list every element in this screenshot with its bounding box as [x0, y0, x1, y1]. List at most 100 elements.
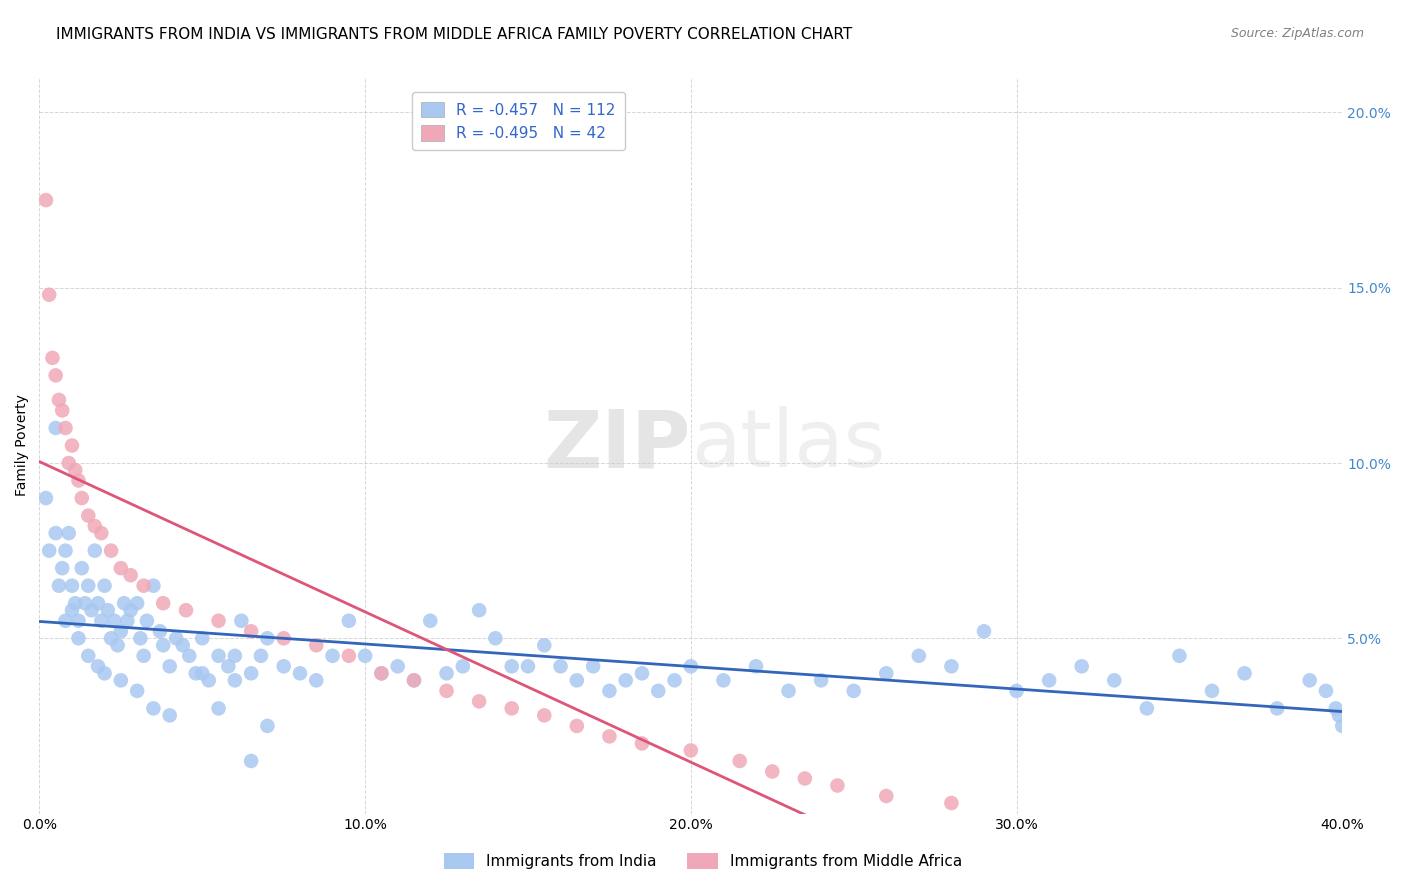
- Point: [793, 772, 815, 786]
- Point: [305, 638, 328, 652]
- Point: [1315, 684, 1337, 698]
- Point: [224, 673, 246, 688]
- Point: [38, 543, 60, 558]
- Point: [728, 754, 751, 768]
- Point: [58, 456, 80, 470]
- Point: [679, 743, 702, 757]
- Point: [152, 596, 174, 610]
- Point: [387, 659, 409, 673]
- Point: [337, 614, 360, 628]
- Point: [273, 659, 295, 673]
- Point: [679, 659, 702, 673]
- Point: [1324, 701, 1347, 715]
- Point: [77, 508, 100, 523]
- Point: [65, 596, 87, 610]
- Point: [713, 673, 735, 688]
- Point: [67, 632, 90, 646]
- Point: [598, 684, 620, 698]
- Point: [337, 648, 360, 663]
- Point: [908, 648, 931, 663]
- Point: [1201, 684, 1223, 698]
- Point: [45, 368, 67, 383]
- Point: [533, 708, 555, 723]
- Point: [941, 659, 963, 673]
- Point: [468, 603, 491, 617]
- Point: [973, 624, 995, 639]
- Point: [70, 491, 93, 505]
- Point: [80, 603, 103, 617]
- Point: [135, 614, 157, 628]
- Point: [322, 648, 344, 663]
- Point: [402, 673, 425, 688]
- Point: [90, 614, 112, 628]
- Point: [1327, 708, 1350, 723]
- Point: [761, 764, 783, 779]
- Point: [565, 719, 588, 733]
- Point: [100, 632, 122, 646]
- Point: [1005, 684, 1028, 698]
- Point: [370, 666, 392, 681]
- Point: [631, 666, 654, 681]
- Point: [402, 673, 425, 688]
- Point: [35, 193, 58, 207]
- Point: [436, 684, 458, 698]
- Point: [60, 603, 83, 617]
- Point: [451, 659, 474, 673]
- Text: atlas: atlas: [690, 407, 886, 484]
- Point: [468, 694, 491, 708]
- Point: [159, 659, 181, 673]
- Point: [107, 638, 129, 652]
- Point: [97, 603, 120, 617]
- Point: [1265, 701, 1288, 715]
- Point: [1299, 673, 1322, 688]
- Point: [582, 659, 605, 673]
- Point: [152, 638, 174, 652]
- Point: [142, 701, 165, 715]
- Point: [224, 648, 246, 663]
- Point: [83, 543, 105, 558]
- Legend: Immigrants from India, Immigrants from Middle Africa: Immigrants from India, Immigrants from M…: [437, 847, 969, 875]
- Point: [93, 579, 115, 593]
- Point: [112, 596, 135, 610]
- Point: [51, 403, 73, 417]
- Point: [1331, 719, 1354, 733]
- Point: [484, 632, 506, 646]
- Point: [217, 659, 239, 673]
- Point: [745, 659, 768, 673]
- Point: [55, 614, 77, 628]
- Point: [191, 632, 214, 646]
- Point: [191, 666, 214, 681]
- Point: [256, 719, 278, 733]
- Point: [70, 561, 93, 575]
- Point: [1233, 666, 1256, 681]
- Point: [132, 648, 155, 663]
- Point: [41, 351, 63, 365]
- Legend: R = -0.457   N = 112, R = -0.495   N = 42: R = -0.457 N = 112, R = -0.495 N = 42: [412, 93, 624, 151]
- Point: [501, 659, 523, 673]
- Point: [172, 638, 194, 652]
- Point: [45, 421, 67, 435]
- Point: [250, 648, 273, 663]
- Point: [1070, 659, 1092, 673]
- Point: [614, 673, 637, 688]
- Point: [149, 624, 172, 639]
- Point: [370, 666, 392, 681]
- Point: [197, 673, 219, 688]
- Text: Source: ZipAtlas.com: Source: ZipAtlas.com: [1230, 27, 1364, 40]
- Point: [48, 392, 70, 407]
- Point: [664, 673, 686, 688]
- Point: [533, 638, 555, 652]
- Point: [231, 614, 253, 628]
- Point: [87, 659, 110, 673]
- Point: [354, 648, 377, 663]
- Point: [550, 659, 572, 673]
- Point: [45, 526, 67, 541]
- Point: [875, 666, 897, 681]
- Point: [207, 701, 229, 715]
- Point: [288, 666, 311, 681]
- Point: [73, 596, 96, 610]
- Point: [60, 438, 83, 452]
- Point: [35, 491, 58, 505]
- Point: [67, 614, 90, 628]
- Point: [256, 632, 278, 646]
